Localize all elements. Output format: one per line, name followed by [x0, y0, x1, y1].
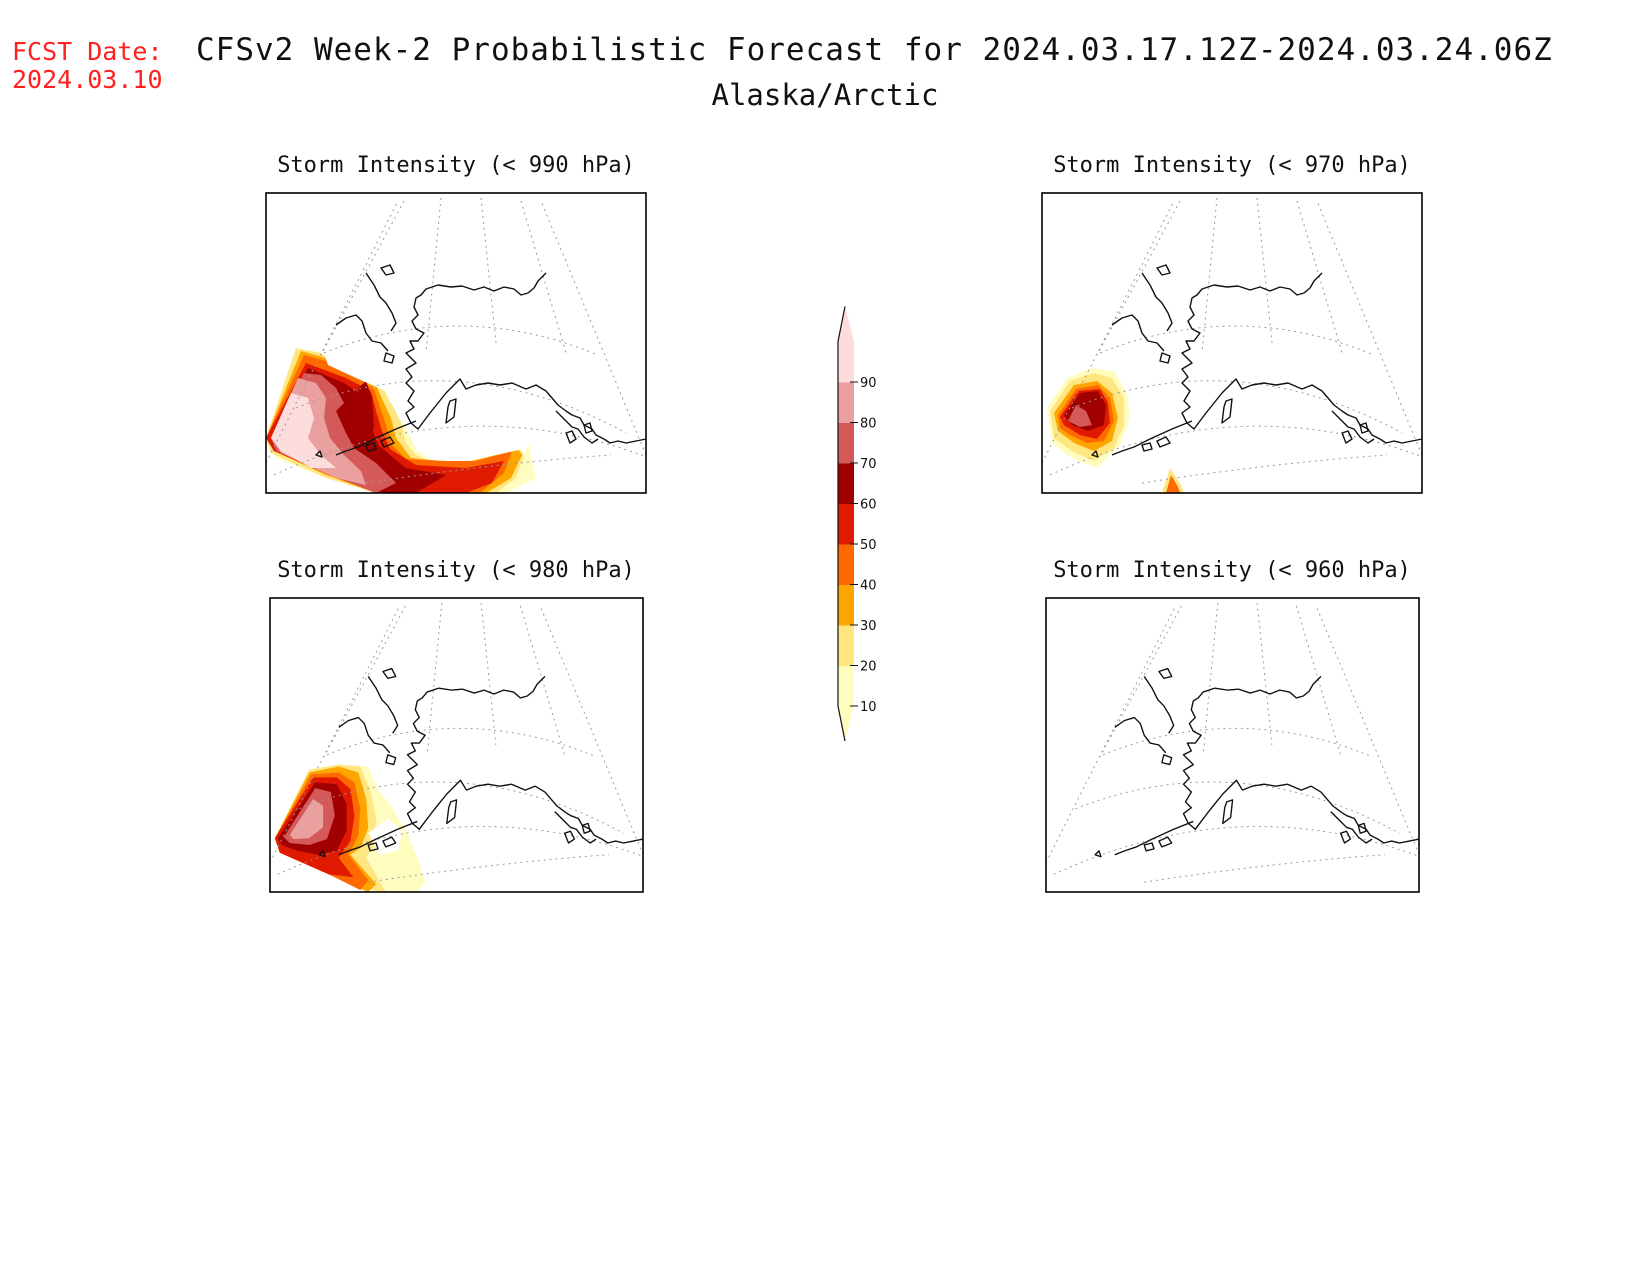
panel-title-990: Storm Intensity (< 990 hPa)	[277, 153, 635, 178]
colorbar-tick-label: 30	[860, 619, 877, 634]
page-title: CFSv2 Week-2 Probabilistic Forecast for …	[196, 32, 1553, 68]
colorbar-swatch-1	[838, 625, 854, 666]
colorbar-tick-label: 60	[860, 498, 877, 513]
probability-shading-990	[266, 348, 536, 493]
colorbar-swatch-2	[838, 584, 854, 626]
map-frame-960	[1045, 597, 1420, 893]
colorbar-tick-label: 10	[860, 700, 877, 715]
colorbar-tick-label: 40	[860, 579, 877, 594]
colorbar-tick-label: 90	[860, 376, 877, 391]
map-panel-970	[1041, 197, 1423, 493]
panel-title-980: Storm Intensity (< 980 hPa)	[277, 558, 635, 583]
map-panel-980	[269, 602, 644, 892]
probability-shading-980	[274, 764, 426, 892]
colorbar-swatch-3	[838, 544, 854, 585]
colorbar-swatch-6	[838, 422, 854, 464]
map-frame-980	[269, 597, 644, 893]
colorbar-tick-label: 20	[860, 660, 877, 675]
probability-shading-970	[1047, 368, 1184, 493]
colorbar-tick-label: 80	[860, 417, 877, 432]
fcst-date-label: FCST Date:	[12, 37, 163, 66]
colorbar-swatch-5	[838, 463, 854, 504]
colorbar-tail-low	[838, 706, 854, 741]
colorbar-swatch-0	[838, 665, 854, 707]
colorbar: 10 20 30 40 50 60 70 80 90	[837, 306, 877, 742]
colorbar-tick-label: 50	[860, 538, 877, 553]
fcst-date-value: 2024.03.10	[12, 65, 163, 94]
panel-title-960: Storm Intensity (< 960 hPa)	[1053, 558, 1411, 583]
colorbar-swatch-8	[838, 341, 854, 383]
map-frame-990	[265, 192, 647, 494]
map-frame-970	[1041, 192, 1423, 494]
colorbar-swatch-4	[838, 503, 854, 545]
colorbar-swatch-7	[838, 382, 854, 423]
colorbar-tick-label: 70	[860, 457, 877, 472]
page-subtitle: Alaska/Arctic	[711, 78, 939, 112]
map-panel-990	[265, 197, 647, 493]
map-panel-960	[1045, 602, 1420, 883]
panel-title-970: Storm Intensity (< 970 hPa)	[1053, 153, 1411, 178]
colorbar-outline	[837, 306, 846, 742]
colorbar-tail-high	[838, 306, 854, 342]
